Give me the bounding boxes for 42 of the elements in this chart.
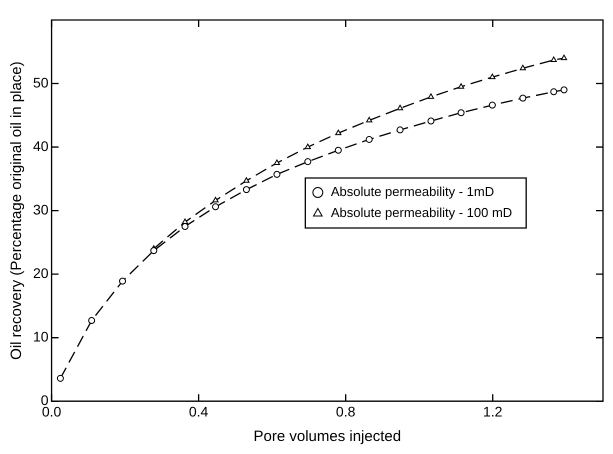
point bbox=[212, 196, 219, 202]
point bbox=[243, 177, 250, 183]
y-tick-label: 30 bbox=[32, 201, 49, 218]
point bbox=[56, 374, 64, 382]
point bbox=[458, 109, 465, 116]
point bbox=[550, 88, 558, 96]
legend-label: Absolute permeability - 100 mD bbox=[330, 205, 512, 220]
point bbox=[560, 54, 568, 60]
y-axis-title: Oil recovery (Percentage original oil in place) bbox=[8, 61, 26, 360]
point bbox=[550, 56, 557, 62]
point bbox=[366, 136, 373, 143]
y-tick-label: 40 bbox=[32, 138, 49, 154]
point bbox=[242, 186, 250, 194]
point bbox=[488, 102, 496, 109]
point bbox=[520, 64, 526, 70]
point bbox=[304, 144, 311, 150]
y-tick-label: 20 bbox=[32, 264, 49, 281]
point bbox=[458, 83, 464, 89]
y-tick-label: 10 bbox=[32, 328, 49, 345]
point bbox=[396, 104, 404, 110]
legend-label: Absolute permeability - 1mD bbox=[330, 184, 494, 200]
point bbox=[150, 247, 158, 254]
point bbox=[119, 278, 126, 285]
point bbox=[304, 158, 312, 166]
point bbox=[519, 94, 526, 102]
point bbox=[334, 146, 342, 154]
x-tick-label: 0.8 bbox=[336, 403, 356, 420]
point bbox=[335, 130, 342, 136]
x-axis-title: Pore volumes injected bbox=[253, 428, 402, 446]
y-tick-label: 50 bbox=[32, 74, 49, 90]
point bbox=[212, 203, 220, 210]
point bbox=[88, 317, 96, 324]
x-tick-label: 0.4 bbox=[188, 403, 209, 420]
point bbox=[560, 86, 568, 94]
x-tick-label: 1.2 bbox=[482, 403, 503, 420]
point bbox=[489, 74, 496, 80]
point bbox=[274, 159, 280, 165]
point bbox=[366, 116, 372, 122]
point bbox=[428, 93, 434, 99]
point bbox=[427, 118, 434, 125]
point bbox=[396, 126, 404, 134]
point bbox=[273, 170, 280, 178]
